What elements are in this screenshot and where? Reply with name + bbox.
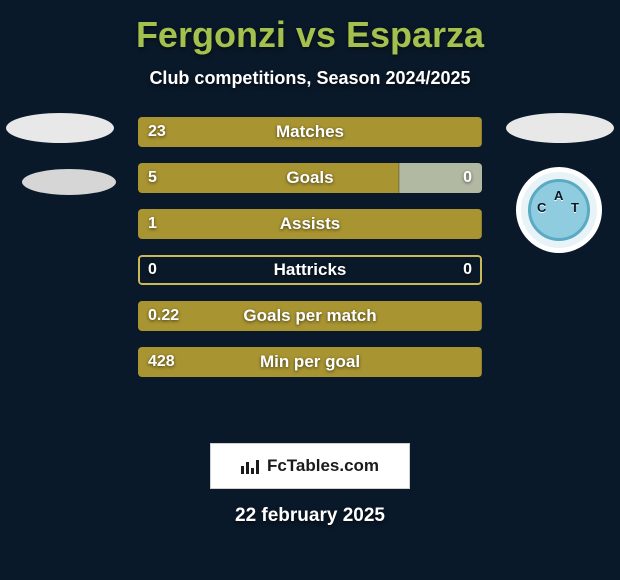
stat-bar-left-fill <box>138 209 482 239</box>
stat-bars-container: Matches23 Goals50 Assists1 Hattricks0 0 Goals… <box>138 117 482 393</box>
snapshot-date: 22 february 2025 <box>0 505 620 527</box>
stat-bar-left-fill <box>138 301 482 331</box>
attribution-text: FcTables.com <box>267 456 379 476</box>
stat-value-right: 0 <box>463 255 472 285</box>
cat-badge-icon: C A T <box>528 179 590 241</box>
stat-row: Matches23 <box>138 117 482 147</box>
stat-row: Hattricks0 0 <box>138 255 482 285</box>
comparison-title: Fergonzi vs Esparza <box>0 0 620 56</box>
attribution-badge: FcTables.com <box>210 443 410 489</box>
stat-bar-outline <box>138 255 482 285</box>
stat-bar-left-fill <box>138 163 399 193</box>
stat-row: Assists1 <box>138 209 482 239</box>
right-team-logo-placeholder <box>506 113 614 143</box>
comparison-body: C A T Matches23 Goals50 Assists1 Hattricks0… <box>0 117 620 437</box>
stat-bar-left-fill <box>138 347 482 377</box>
stat-bar-left-fill <box>138 117 482 147</box>
badge-letter: A <box>554 188 563 203</box>
stat-row: Min per goal428 <box>138 347 482 377</box>
stat-label: Hattricks <box>138 255 482 285</box>
badge-letter: C <box>537 200 546 215</box>
right-team-badge: C A T <box>516 167 602 253</box>
stat-value-left: 0 <box>148 255 157 285</box>
badge-letter: T <box>571 200 579 215</box>
left-team-logo-placeholder-2 <box>22 169 116 195</box>
left-team-logo-placeholder-1 <box>6 113 114 143</box>
stat-bar-right-fill <box>399 163 482 193</box>
stat-row: Goals50 <box>138 163 482 193</box>
stat-row: Goals per match0.22 <box>138 301 482 331</box>
comparison-subtitle: Club competitions, Season 2024/2025 <box>0 68 620 89</box>
bar-chart-icon <box>241 458 261 474</box>
